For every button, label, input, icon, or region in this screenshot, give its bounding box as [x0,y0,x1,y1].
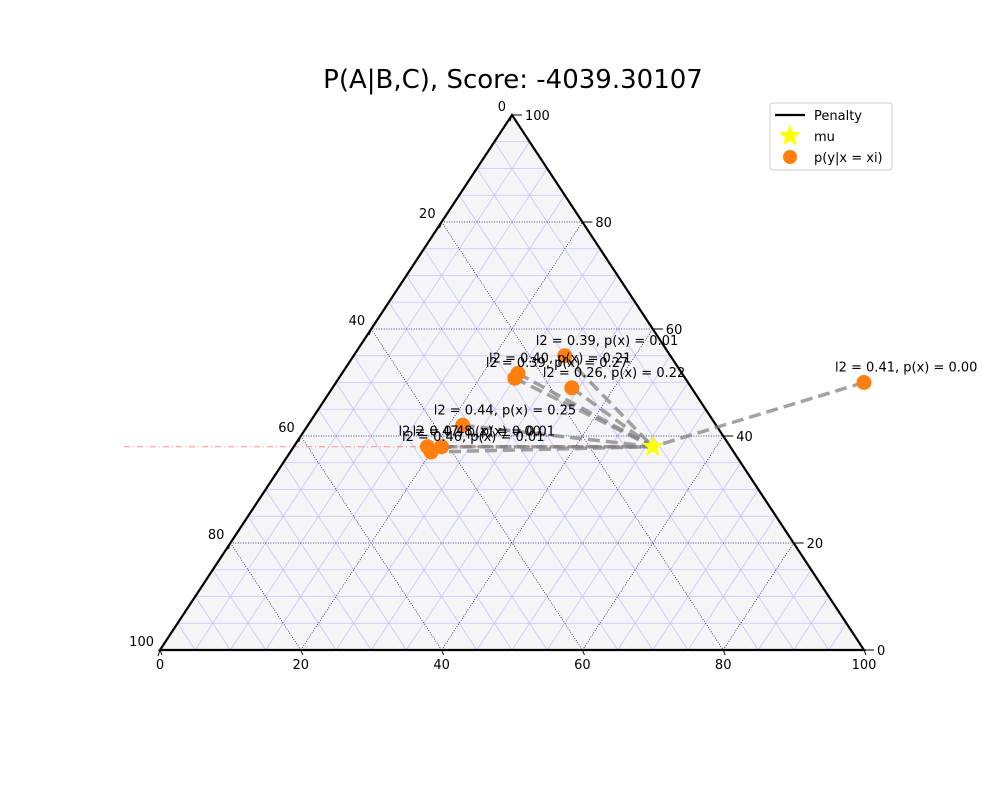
bottom-tick [863,649,867,656]
data-point [423,444,439,460]
left-tick-label: 20 [419,207,436,222]
point-annotation: l2 = 0.40, p(x) = 0.21 [489,351,631,366]
data-point [856,375,872,390]
fine-gridline [265,195,566,651]
ternary-frame [157,112,867,652]
penalty-link [430,444,653,454]
major-gridline [582,435,724,651]
left-tick [439,221,443,229]
legend-label: p(y|x = xi) [814,151,883,166]
bottom-tick [722,649,726,656]
fine-gridline [617,462,742,651]
fine-gridline [828,623,847,651]
point-annotation: l2 = 0.48, p(x) = 0.01 [413,425,555,440]
left-tick-label: 40 [349,314,366,329]
major-gridline [300,435,442,651]
fine-gridline [546,409,706,651]
penalty-link [570,386,654,449]
left-tick-label: 80 [208,528,225,543]
bottom-tick-label: 40 [433,658,450,673]
left-tick [509,114,513,122]
bottom-tick-label: 0 [156,658,164,673]
fine-gridline [476,168,794,651]
penalty-link [563,354,655,448]
right-tick-label: 20 [807,537,824,552]
legend-circle-swatch [783,150,797,164]
right-tick-label: 0 [877,644,885,659]
bottom-tick [441,649,445,656]
fine-gridline [212,569,266,651]
left-tick-label: 100 [129,635,154,650]
point-annotation: l2 = 0.44, p(x) = 0.25 [434,403,576,418]
penalty-link [652,380,865,449]
fine-gridline [194,596,231,651]
fine-gridline [758,569,812,651]
right-tick-label: 80 [595,216,612,231]
legend-label: Penalty [814,109,862,124]
left-tick [157,649,161,657]
data-point [507,370,523,386]
right-tick-label: 100 [525,109,550,124]
fine-gridline [406,302,636,651]
bottom-tick-label: 100 [852,658,877,673]
major-gridline [300,221,583,651]
left-tick-label: 60 [278,421,295,436]
legend-box [769,102,893,171]
fine-gridline [353,355,548,651]
legend-star-swatch [778,124,802,146]
penalty-link [462,423,653,449]
legend: Penalty mu p(y|x = xi) [769,102,893,171]
point-annotation: l2 = 0.41, p(x) = 0.00 [835,361,977,376]
fine-gridline [335,382,513,651]
bottom-tick [300,649,304,656]
major-gridline [441,221,724,651]
data-point [455,417,471,433]
fine-gridline [476,355,671,651]
bottom-tick [581,649,585,656]
major-gridline [370,328,583,651]
fine-gridline [247,516,337,651]
fine-gridline [282,462,407,651]
fine-gridline [687,516,777,651]
point-annotation: l2 = 0.47, p(x) = 0.00 [399,425,541,440]
fine-gridline [265,489,372,651]
point-annotation: l2 = 0.26, p(x) = 0.22 [543,366,685,381]
left-tick [298,435,302,443]
fine-gridline [318,409,478,651]
mu-star [641,434,664,457]
fine-gridline [177,623,196,651]
fine-gridline [388,302,618,651]
right-tick-label: 40 [736,430,753,445]
point-annotation: l2 = 0.39, p(x) = 0.01 [536,334,678,349]
point-annotation: l2 = 0.39, p(x) = 0.27 [486,356,628,371]
legend-label: mu [814,130,835,145]
point-annotation: l2 = 0.46, p(x) = 0.01 [402,430,544,445]
major-gridline [441,328,654,651]
right-tick-label: 60 [666,323,683,338]
left-tick [368,328,372,336]
bottom-tick-label: 60 [574,658,591,673]
left-tick-label: 0 [498,100,506,115]
fine-gridline [494,141,830,651]
penalty-link [514,376,654,449]
bottom-tick-label: 80 [715,658,732,673]
bottom-tick [159,649,163,656]
chart-title: P(A|B,C), Score: -4039.30107 [323,65,703,95]
data-point [564,380,580,396]
bottom-tick-label: 20 [293,658,310,673]
fine-gridline [335,248,601,651]
data-point [557,348,573,364]
fine-gridline [406,275,654,651]
fine-gridline [194,141,530,651]
left-tick [227,542,231,550]
fine-gridline [423,248,689,651]
fine-gridline [458,195,759,651]
